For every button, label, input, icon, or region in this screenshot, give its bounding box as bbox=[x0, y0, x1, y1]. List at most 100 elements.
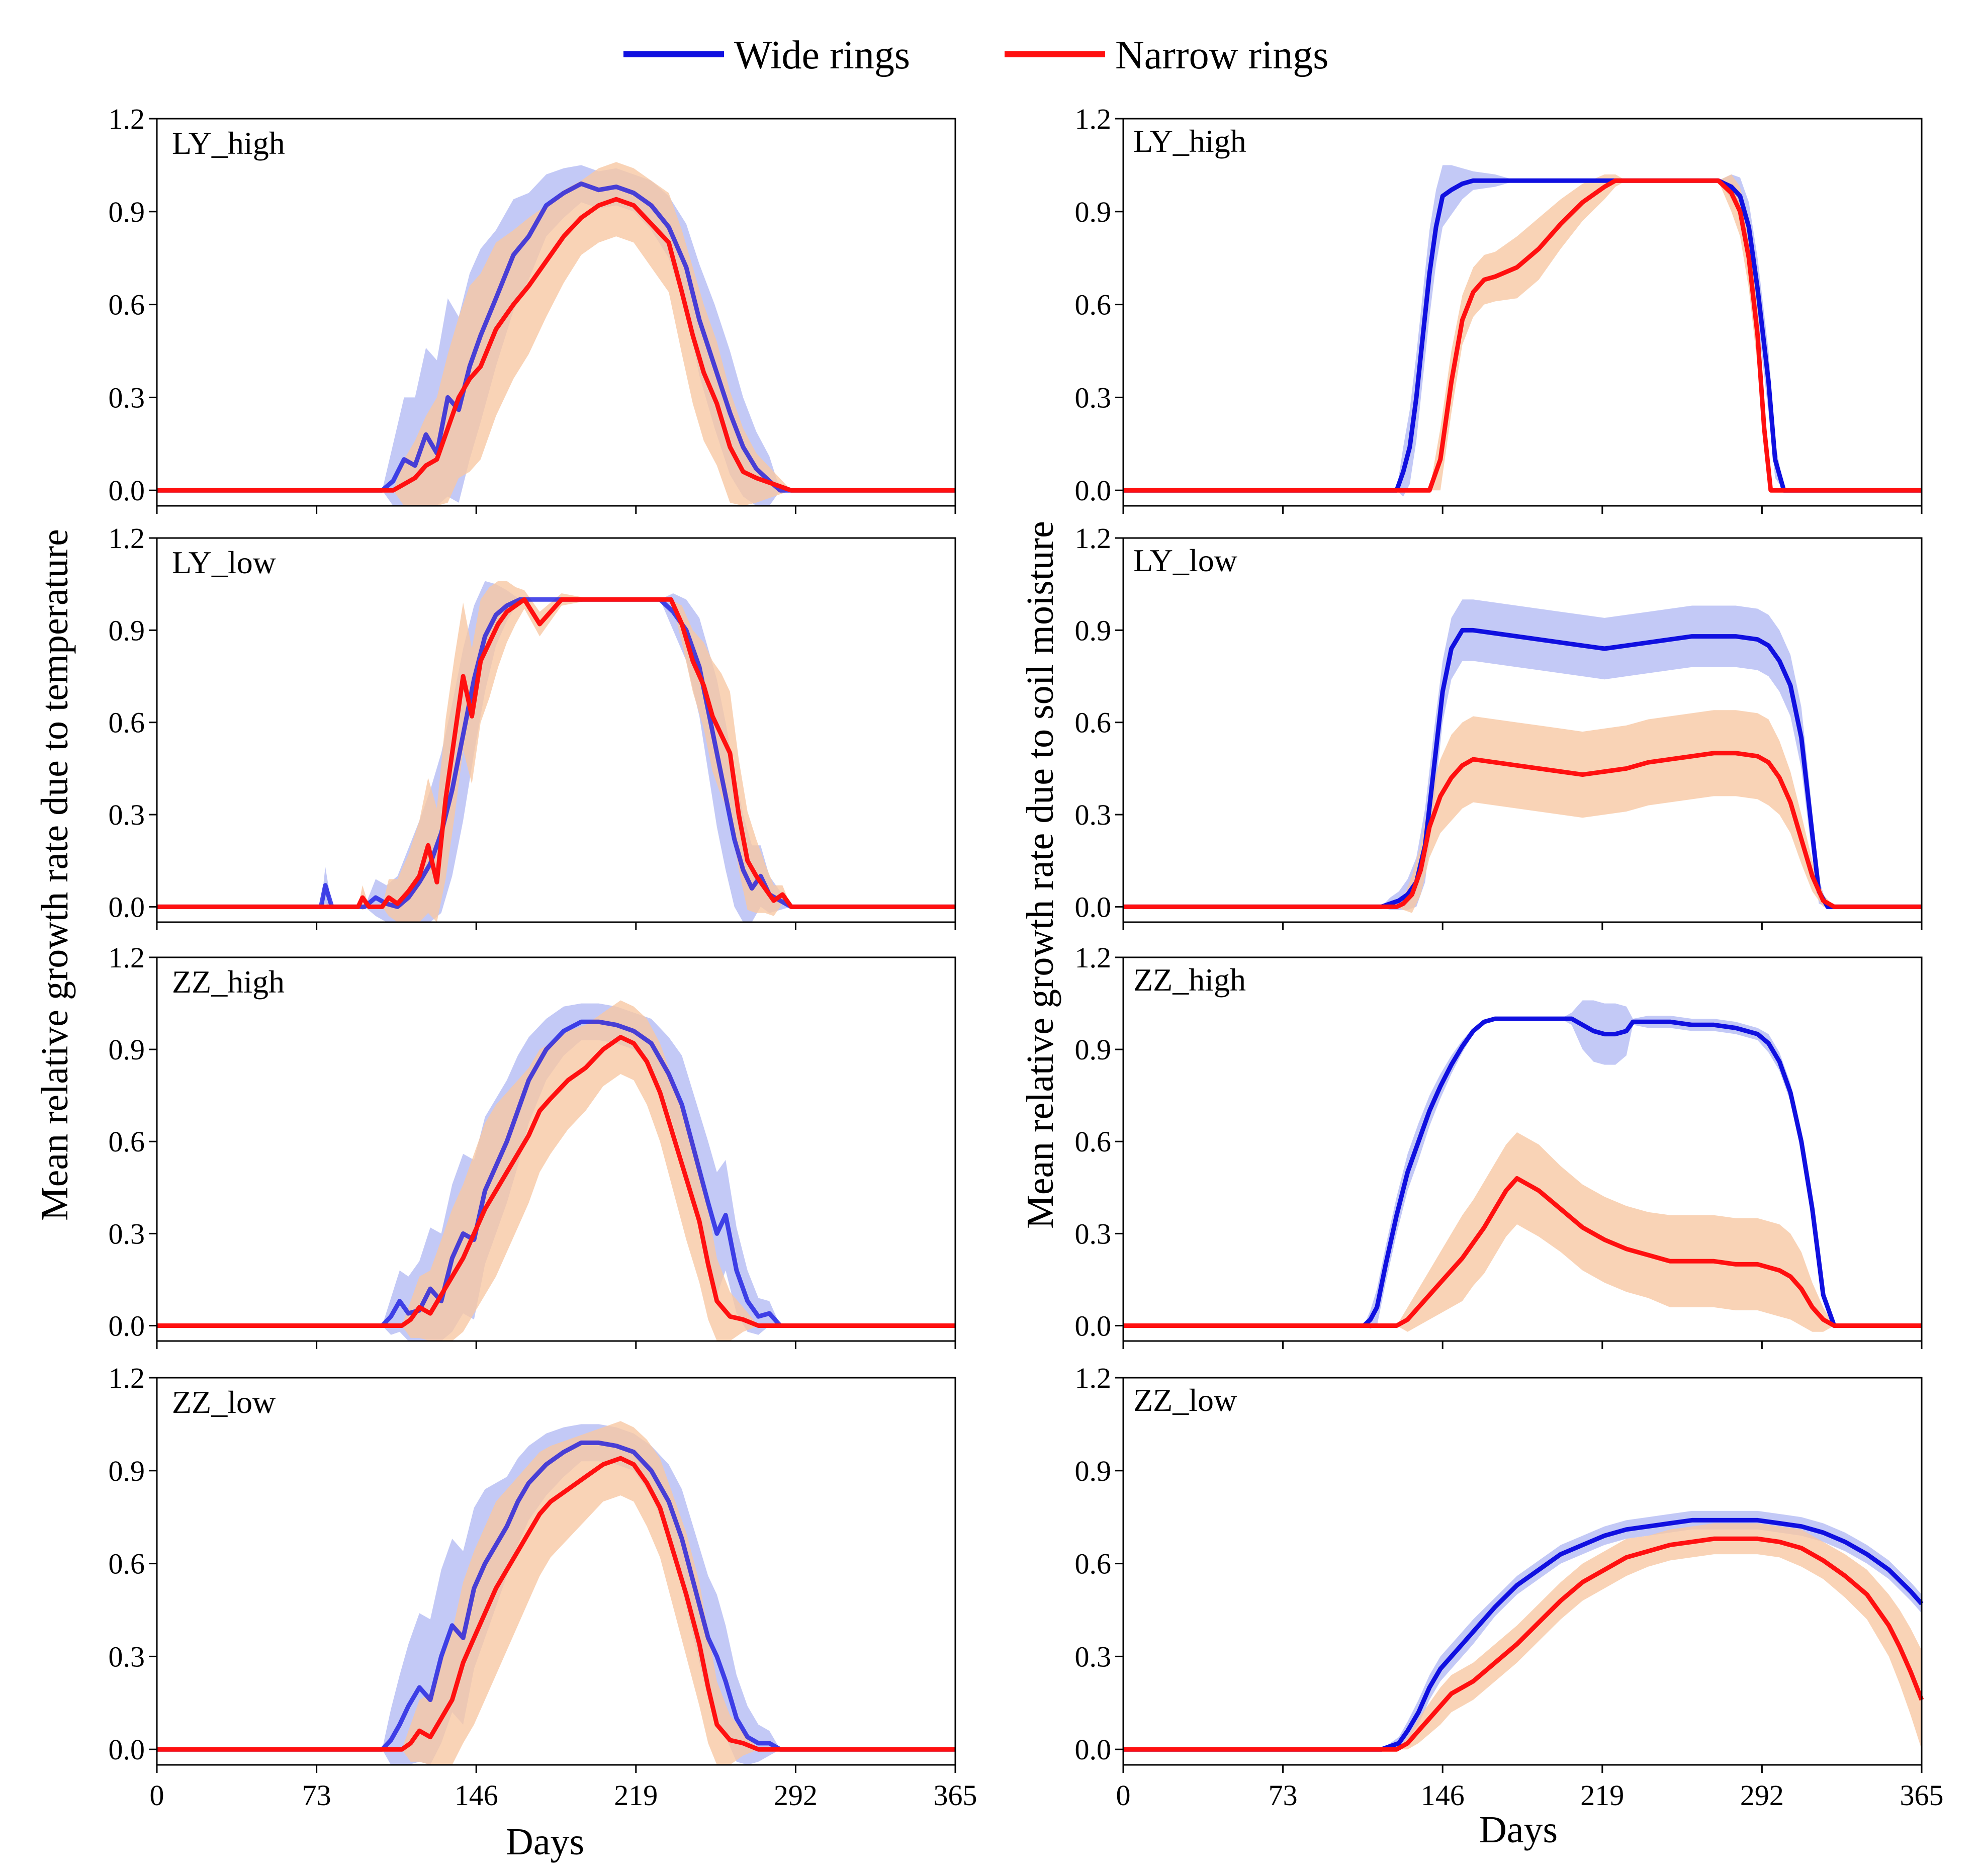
narrow-rings-line bbox=[1123, 751, 1922, 909]
y-tick-label: 0.0 bbox=[1075, 1733, 1112, 1766]
panel-ZZ_high_moist: 0.0 0.3 0.6 0.9 1.2 ZZ_high bbox=[1075, 941, 1923, 1349]
y-tick-label: 0.0 bbox=[1075, 890, 1112, 923]
y-tick-label: 0.3 bbox=[1075, 1640, 1112, 1673]
panels: 0.0 0.3 0.6 0.9 1.2 LY_high 0.0 0.3 0.6 0.9 1.2 LY_… bbox=[109, 103, 1944, 1812]
x-tick-label: 365 bbox=[934, 1779, 977, 1812]
y-tick-label: 0.6 bbox=[1075, 1548, 1112, 1580]
narrow-rings-band bbox=[157, 581, 955, 922]
panel-LY_low_temp: 0.0 0.3 0.6 0.9 1.2 LY_low bbox=[109, 522, 956, 930]
narrow-rings-band bbox=[1123, 1132, 1922, 1332]
y-tick-label: 0.9 bbox=[109, 614, 145, 647]
wide-rings-band bbox=[1123, 1510, 1922, 1750]
y-tick-label: 0.6 bbox=[109, 1125, 145, 1158]
y-tick-label: 0.0 bbox=[1075, 474, 1112, 507]
y-tick-label: 1.2 bbox=[1075, 941, 1112, 974]
x-tick-label: 365 bbox=[1900, 1779, 1944, 1812]
panel-label: ZZ_low bbox=[172, 1384, 276, 1420]
y-tick-label: 0.6 bbox=[1075, 706, 1112, 739]
plot-frame bbox=[156, 1377, 956, 1766]
wide-rings-band bbox=[157, 581, 955, 922]
x-tick-label: 73 bbox=[302, 1779, 331, 1812]
y-tick-label: 1.2 bbox=[109, 103, 145, 135]
narrow-rings-band bbox=[157, 162, 955, 506]
x-tick-label: 292 bbox=[1740, 1779, 1784, 1812]
narrow-rings-band bbox=[1123, 710, 1922, 913]
plot-frame bbox=[1122, 537, 1923, 923]
panel-ZZ_low_temp: 0.0 0.3 0.6 0.9 1.2 0 73 146 219 292 365 ZZ_low bbox=[109, 1362, 977, 1812]
y-tick-label: 1.2 bbox=[1075, 1362, 1112, 1394]
plot-frame bbox=[1122, 118, 1923, 507]
narrow-rings-line bbox=[1123, 178, 1922, 493]
y-tick-label: 0.3 bbox=[1075, 1217, 1112, 1250]
narrow-rings-band bbox=[1123, 174, 1922, 491]
left-x-axis-title: Days bbox=[506, 1821, 584, 1863]
y-tick-label: 0.0 bbox=[109, 1733, 145, 1766]
x-tick-label: 73 bbox=[1269, 1779, 1298, 1812]
wide-rings-line bbox=[157, 1440, 955, 1752]
y-tick-label: 0.9 bbox=[109, 196, 145, 228]
y-tick-label: 1.2 bbox=[109, 1362, 145, 1394]
panel-label: ZZ_high bbox=[172, 964, 285, 1000]
narrow-rings-band bbox=[157, 1000, 955, 1341]
panel-ZZ_high_temp: 0.0 0.3 0.6 0.9 1.2 ZZ_high bbox=[109, 941, 956, 1349]
wide-rings-line bbox=[157, 597, 955, 909]
narrow-rings-line bbox=[1123, 1536, 1924, 1752]
wide-rings-band bbox=[1123, 599, 1922, 910]
y-tick-label: 0.0 bbox=[1075, 1309, 1112, 1342]
y-tick-label: 0.9 bbox=[1075, 1033, 1112, 1066]
wide-rings-line bbox=[157, 1019, 955, 1328]
panel-label: LY_low bbox=[1133, 543, 1237, 578]
right-y-axis-title: Mean relative growth rate due to soil mo… bbox=[1019, 521, 1061, 1229]
left-y-axis-title: Mean relative growth rate due to tempera… bbox=[34, 529, 76, 1221]
narrow-rings-line bbox=[157, 197, 955, 493]
panel-label: ZZ_high bbox=[1133, 962, 1246, 998]
y-tick-label: 0.0 bbox=[109, 890, 145, 923]
x-tick-label: 146 bbox=[455, 1779, 498, 1812]
x-tick-label: 219 bbox=[1580, 1779, 1624, 1812]
y-tick-label: 0.9 bbox=[109, 1033, 145, 1066]
plot-frame bbox=[1122, 1377, 1923, 1766]
y-tick-label: 0.9 bbox=[1075, 1455, 1112, 1487]
y-tick-label: 0.0 bbox=[109, 1309, 145, 1342]
legend-wide-label: Wide rings bbox=[734, 33, 910, 77]
panel-label: LY_high bbox=[172, 125, 285, 161]
y-tick-label: 1.2 bbox=[1075, 103, 1112, 135]
narrow-rings-band bbox=[157, 1421, 955, 1765]
y-tick-label: 0.6 bbox=[1075, 1125, 1112, 1158]
panel-label: ZZ_low bbox=[1133, 1382, 1237, 1418]
right-x-axis-title: Days bbox=[1479, 1809, 1558, 1851]
y-tick-label: 0.9 bbox=[109, 1455, 145, 1487]
x-tick-label: 0 bbox=[1116, 1779, 1131, 1812]
wide-rings-line bbox=[1123, 178, 1922, 493]
panel-LY_low_moist: 0.0 0.3 0.6 0.9 1.2 LY_low bbox=[1075, 522, 1923, 930]
panel-label: LY_low bbox=[172, 545, 276, 580]
y-tick-label: 1.2 bbox=[109, 522, 145, 555]
y-tick-label: 1.2 bbox=[1075, 522, 1112, 555]
wide-rings-line bbox=[157, 181, 955, 493]
y-tick-label: 0.3 bbox=[109, 798, 145, 831]
y-tick-label: 0.9 bbox=[1075, 614, 1112, 647]
panel-label: LY_high bbox=[1133, 123, 1246, 159]
y-tick-label: 0.3 bbox=[109, 381, 145, 414]
y-tick-label: 0.9 bbox=[1075, 196, 1112, 228]
legend-narrow-label: Narrow rings bbox=[1115, 33, 1328, 77]
y-tick-label: 0.6 bbox=[1075, 289, 1112, 321]
wide-rings-line bbox=[1123, 1016, 1922, 1328]
plot-frame bbox=[156, 537, 956, 923]
y-tick-label: 0.3 bbox=[1075, 798, 1112, 831]
y-tick-label: 0.0 bbox=[109, 474, 145, 507]
wide-rings-band bbox=[1123, 165, 1922, 497]
plot-frame bbox=[156, 118, 956, 507]
panel-ZZ_low_moist: 0.0 0.3 0.6 0.9 1.2 0 73 146 219 292 365 ZZ_low bbox=[1075, 1362, 1944, 1812]
y-tick-label: 0.3 bbox=[1075, 381, 1112, 414]
panel-LY_high_temp: 0.0 0.3 0.6 0.9 1.2 LY_high bbox=[109, 103, 956, 514]
y-tick-label: 1.2 bbox=[109, 941, 145, 974]
plot-frame bbox=[1122, 956, 1923, 1342]
x-tick-label: 0 bbox=[150, 1779, 164, 1812]
y-tick-label: 0.6 bbox=[109, 706, 145, 739]
x-tick-label: 219 bbox=[614, 1779, 658, 1812]
wide-rings-line bbox=[1123, 1517, 1924, 1752]
narrow-rings-line bbox=[157, 1456, 955, 1752]
